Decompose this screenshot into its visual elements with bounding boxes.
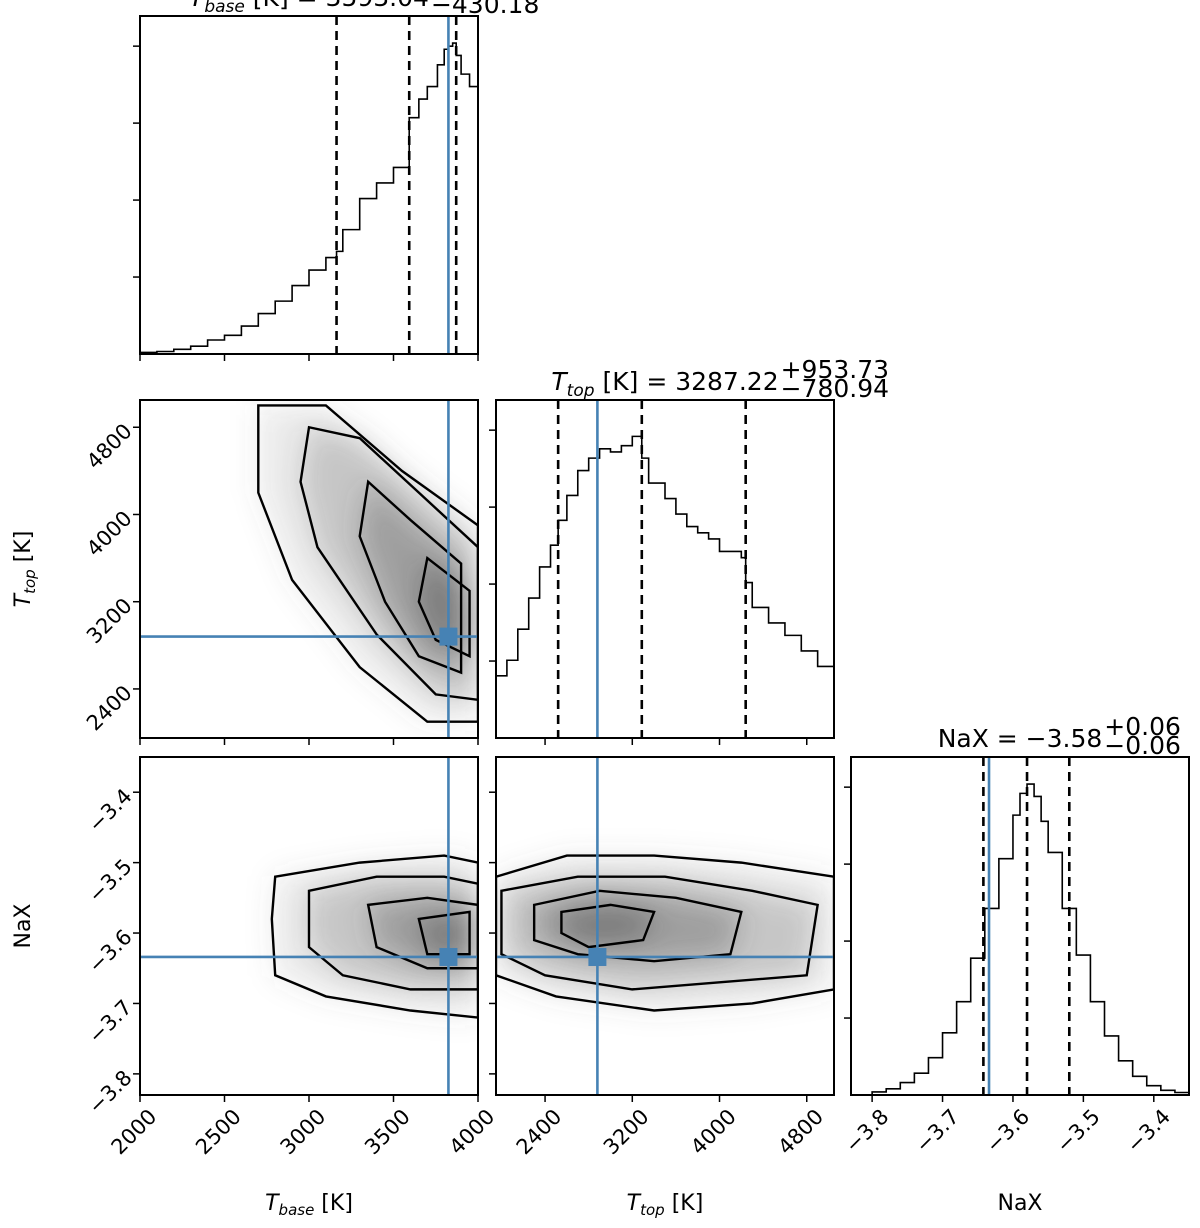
xtick-label-ttop: 3200 bbox=[599, 1104, 654, 1159]
xaxis-label-ttop: Ttop [K] bbox=[627, 1191, 704, 1219]
density-level-3 bbox=[418, 911, 470, 955]
panel-frame-r0-c0 bbox=[139, 15, 479, 355]
histogram-step-nax bbox=[851, 783, 1189, 1095]
ytick-label-ttop: 4000 bbox=[82, 506, 137, 561]
truth-point bbox=[439, 627, 458, 646]
contour-level-2 bbox=[358, 479, 463, 675]
contour-level-0 bbox=[270, 854, 478, 1019]
xaxis-label-tbase: Tbase [K] bbox=[265, 1191, 353, 1219]
xtick-label-ttop: 4800 bbox=[773, 1104, 828, 1159]
contour-level-2 bbox=[532, 889, 743, 963]
contour-level-2 bbox=[366, 896, 478, 970]
panel-title-minus-tbase: −430.18 bbox=[431, 0, 539, 19]
panel-title-nax: NaX = −3.58 bbox=[938, 724, 1103, 753]
panel-title-plus-nax: +0.06 bbox=[1104, 712, 1181, 741]
xtick-label-nax: −3.7 bbox=[911, 1104, 964, 1157]
xtick-label-nax: −3.6 bbox=[981, 1104, 1034, 1157]
histogram-nax bbox=[851, 757, 1189, 1095]
yaxis-label-ttop: Ttop [K] bbox=[11, 531, 39, 608]
ytick-label-nax: −3.5 bbox=[84, 854, 137, 907]
xtick-label-ttop: 2400 bbox=[512, 1104, 567, 1159]
contour-panel-tbase-nax bbox=[140, 757, 478, 1095]
xtick-label-tbase: 2500 bbox=[191, 1104, 246, 1159]
yaxis-label-nax: NaX bbox=[11, 903, 36, 948]
xtick-label-tbase: 4000 bbox=[445, 1104, 500, 1159]
ytick-label-nax: −3.7 bbox=[84, 995, 137, 1048]
histogram-ttop bbox=[496, 400, 834, 738]
panel-title-plus-ttop: +953.73 bbox=[781, 355, 889, 384]
xtick-label-tbase: 2000 bbox=[107, 1104, 162, 1159]
histogram-tbase bbox=[140, 16, 478, 354]
ytick-label-nax: −3.6 bbox=[84, 925, 137, 978]
ytick-label-nax: −3.8 bbox=[84, 1066, 137, 1119]
histogram-step-ttop bbox=[496, 435, 834, 738]
contour-level-3 bbox=[417, 555, 471, 659]
contour-level-0 bbox=[496, 854, 834, 1012]
xtick-label-nax: −3.5 bbox=[1052, 1104, 1105, 1157]
xtick-label-tbase: 3500 bbox=[360, 1104, 415, 1159]
truth-point bbox=[588, 947, 607, 966]
xtick-label-ttop: 4000 bbox=[686, 1104, 741, 1159]
contour-panel-ttop-nax bbox=[496, 757, 834, 1095]
xtick-label-tbase: 3000 bbox=[276, 1104, 331, 1159]
panel-title-ttop: Ttop [K] = 3287.22 bbox=[551, 367, 778, 401]
ytick-label-ttop: 3200 bbox=[82, 593, 137, 648]
ytick-label-ttop: 2400 bbox=[82, 681, 137, 736]
contour-level-0 bbox=[257, 404, 478, 723]
contour-panel-tbase-ttop bbox=[140, 400, 478, 738]
ytick-label-ttop: 4800 bbox=[82, 419, 137, 474]
panel-frame-r2-c1 bbox=[495, 756, 835, 1096]
contour-level-1 bbox=[500, 875, 820, 991]
xaxis-label-nax: NaX bbox=[997, 1191, 1042, 1216]
panel-frame-r1-c1 bbox=[495, 399, 835, 739]
xtick-label-nax: −3.4 bbox=[1122, 1104, 1175, 1157]
contour-level-3 bbox=[560, 903, 656, 949]
panel-title-tbase: Tbase [K] = 3593.04 bbox=[189, 0, 429, 17]
density-level-3 bbox=[561, 904, 655, 948]
xtick-label-nax: −3.8 bbox=[840, 1104, 893, 1157]
panel-frame-r2-c2 bbox=[850, 756, 1190, 1096]
contour-level-3 bbox=[417, 910, 471, 956]
contour-level-1 bbox=[299, 425, 478, 702]
truth-point bbox=[439, 947, 458, 966]
histogram-step-tbase bbox=[140, 42, 478, 354]
ytick-label-nax: −3.4 bbox=[84, 784, 137, 837]
panel-title-minus-ttop: −780.94 bbox=[781, 374, 889, 403]
panel-title-minus-nax: −0.06 bbox=[1104, 731, 1181, 760]
